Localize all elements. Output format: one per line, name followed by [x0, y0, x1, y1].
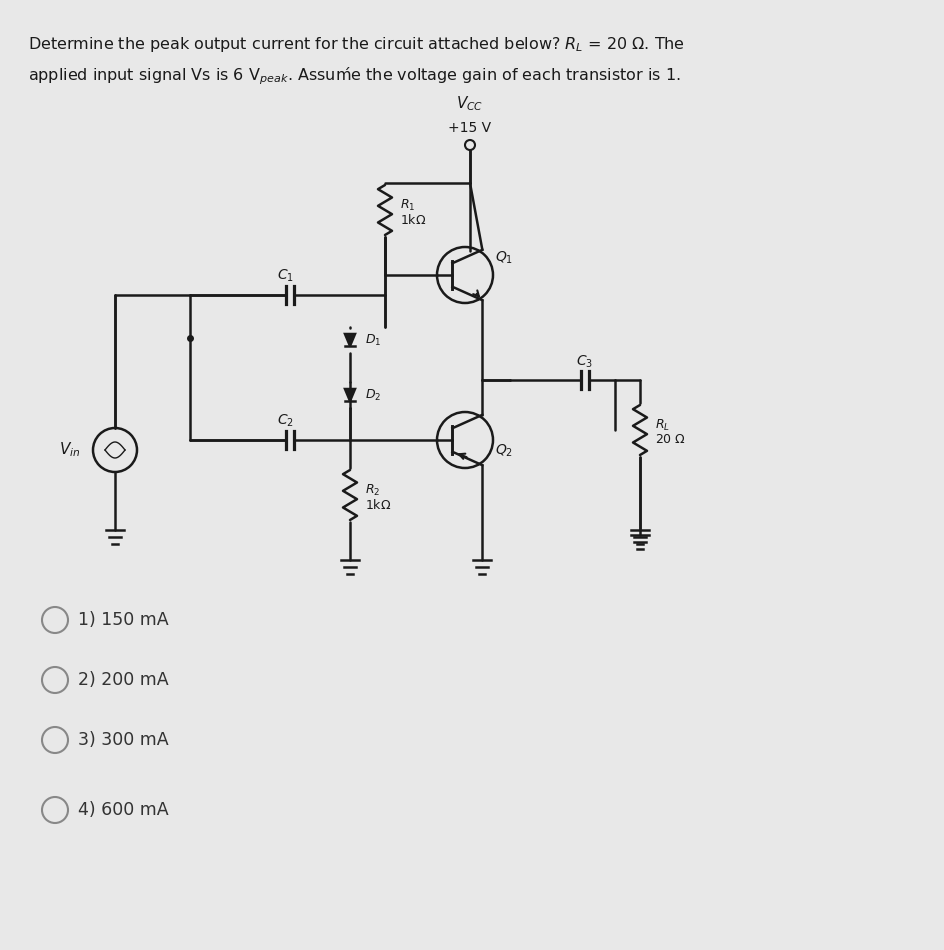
Polygon shape — [345, 389, 355, 401]
Text: applied input signal Vs is 6 V$_{peak}$. Assuḿe the voltage gain of each transi: applied input signal Vs is 6 V$_{peak}$.… — [28, 65, 681, 86]
Text: 1) 150 mA: 1) 150 mA — [78, 611, 169, 629]
Text: $C_1$: $C_1$ — [277, 268, 294, 284]
Text: $V_{CC}$: $V_{CC}$ — [456, 94, 483, 113]
Text: $Q_1$: $Q_1$ — [495, 250, 514, 266]
Text: $C_3$: $C_3$ — [577, 354, 594, 371]
Text: $D_1$: $D_1$ — [365, 332, 381, 348]
Text: 3) 300 mA: 3) 300 mA — [78, 731, 169, 749]
Text: +15 V: +15 V — [448, 121, 492, 135]
Text: $R_1$: $R_1$ — [400, 198, 415, 213]
Polygon shape — [345, 334, 355, 346]
Text: $R_L$: $R_L$ — [655, 417, 670, 432]
Text: $D_2$: $D_2$ — [365, 388, 381, 403]
Text: $V_{in}$: $V_{in}$ — [59, 441, 80, 460]
Text: $R_2$: $R_2$ — [365, 483, 380, 498]
Text: 4) 600 mA: 4) 600 mA — [78, 801, 169, 819]
Text: 20 $\Omega$: 20 $\Omega$ — [655, 433, 686, 446]
Text: $Q_2$: $Q_2$ — [495, 443, 514, 460]
Text: 1k$\Omega$: 1k$\Omega$ — [365, 498, 392, 512]
Text: 2) 200 mA: 2) 200 mA — [78, 671, 169, 689]
Text: 1k$\Omega$: 1k$\Omega$ — [400, 213, 427, 227]
Text: Determine the peak output current for the circuit attached below? $R_L$ = 20 Ω. : Determine the peak output current for th… — [28, 35, 685, 54]
Text: $C_2$: $C_2$ — [277, 413, 294, 429]
